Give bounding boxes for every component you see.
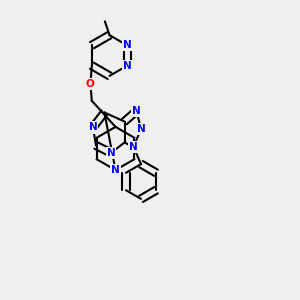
Text: N: N: [88, 122, 98, 133]
Text: N: N: [129, 142, 138, 152]
Text: N: N: [132, 106, 141, 116]
Text: N: N: [123, 40, 131, 50]
Text: N: N: [136, 124, 146, 134]
Text: N: N: [123, 61, 131, 71]
Text: N: N: [111, 165, 120, 175]
Text: O: O: [86, 79, 95, 89]
Text: N: N: [106, 148, 116, 158]
